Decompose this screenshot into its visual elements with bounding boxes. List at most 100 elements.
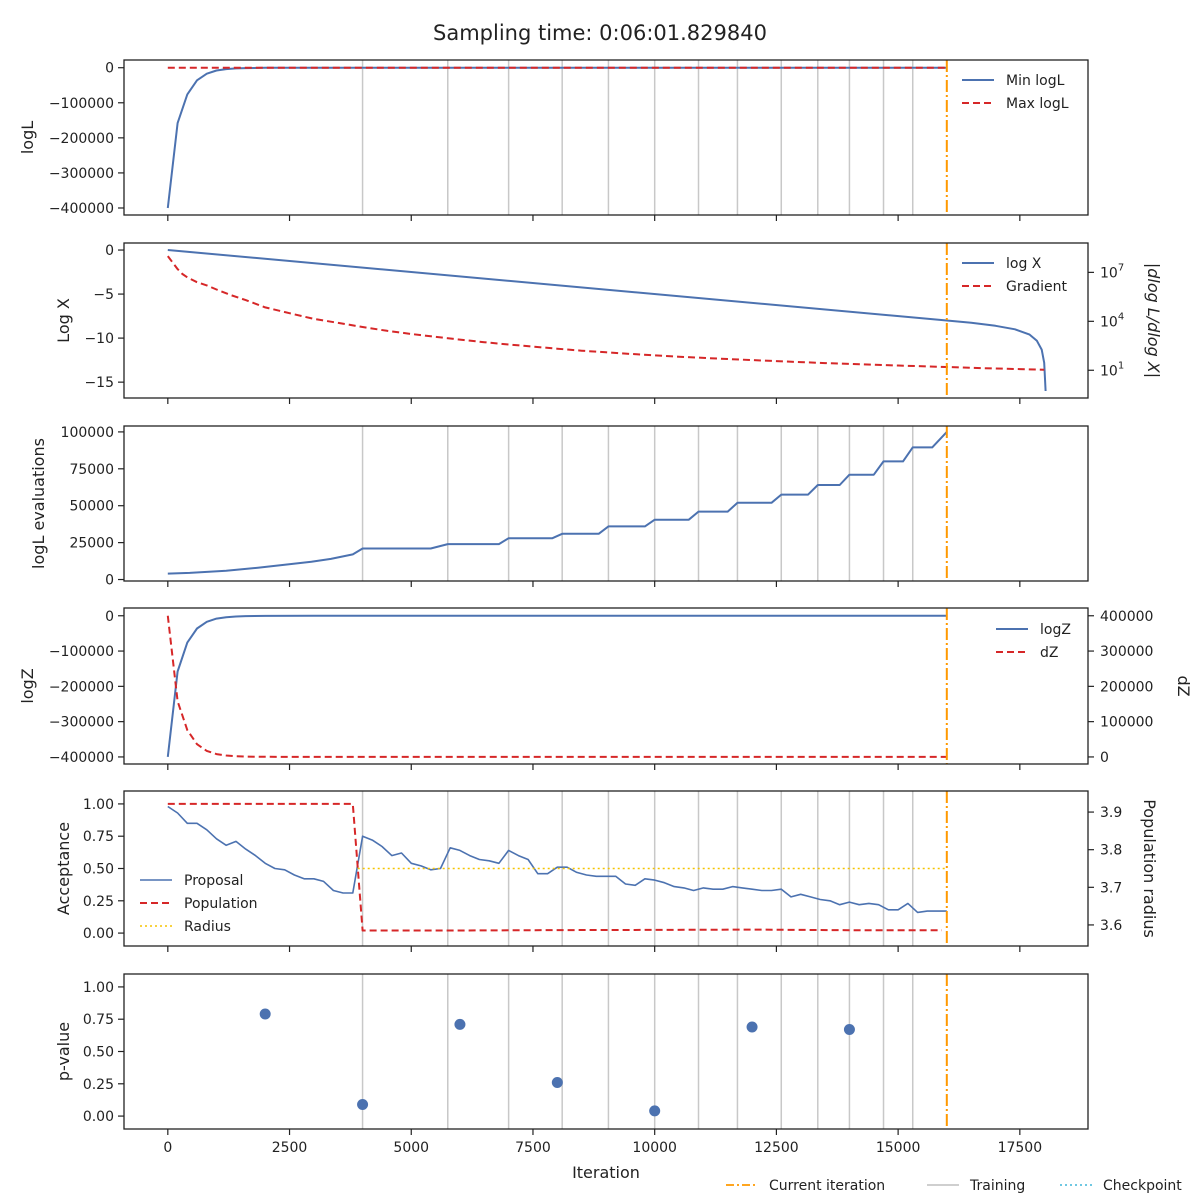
y-right-axis-label: |dlog L/dlog X| (1144, 263, 1163, 378)
panel-1: 0 −100000 −200000 −300000 −400000 logL Min log… (18, 59, 1089, 221)
y-tick-label: 0.25 (83, 1077, 114, 1093)
figure-legend-label: Current iteration (769, 1178, 885, 1194)
y-tick-label: −200000 (49, 131, 114, 147)
x-tick-label: 7500 (515, 1140, 551, 1156)
scatter-point (454, 1018, 466, 1030)
x-tick-label: 12500 (754, 1140, 799, 1156)
panel-6: 0 2500 5000 7500 10000 12500 15000 17500 0.00 0.2… (54, 973, 1089, 1156)
series-line-dz (166, 615, 947, 758)
panel-3: 0 25000 50000 75000 100000 logL evaluations (29, 425, 1089, 589)
panel-frame (123, 973, 1089, 1130)
y-tick-label: −5 (93, 287, 114, 303)
y-tick-label: −300000 (49, 715, 114, 731)
tick-exponent: 1 (1118, 360, 1124, 371)
y-tick-label: 0.75 (83, 829, 114, 845)
y-tick-label: 25000 (69, 536, 114, 552)
y-tick-label: 0 (105, 573, 114, 589)
y-tick-label: −200000 (49, 679, 114, 695)
figure-legend-label: Training (969, 1178, 1025, 1194)
legend-label: Max logL (1006, 96, 1069, 112)
y-right-tick-label: 3.7 (1100, 880, 1122, 896)
scatter-point (259, 1008, 271, 1020)
panel-frame (123, 425, 1089, 582)
legend-label: Gradient (1006, 279, 1067, 295)
y-tick-label: −10 (84, 331, 114, 347)
tick-exponent: 4 (1118, 311, 1124, 322)
scatter-point (843, 1024, 855, 1036)
y-axis-label: logL (18, 121, 37, 154)
legend-label: log X (1006, 256, 1042, 272)
y-axis-label: Acceptance (54, 822, 73, 915)
y-tick-label: 0.00 (83, 1109, 114, 1125)
panel-frame (123, 59, 1089, 216)
series-group (167, 802, 947, 932)
legend-label: Radius (184, 919, 231, 935)
panel-4: 0 −100000 −200000 −300000 −400000 logZ 0 100000… (18, 607, 1193, 770)
x-tick-label: 5000 (393, 1140, 429, 1156)
series-line-proposal (167, 805, 947, 914)
y-tick-label: 0 (105, 609, 114, 625)
y-tick-label: 100000 (61, 425, 114, 441)
x-tick-label: 17500 (998, 1140, 1043, 1156)
y-tick-label: −100000 (49, 96, 114, 112)
legend: Proposal Population Radius (140, 873, 258, 935)
x-tick-label: 15000 (876, 1140, 921, 1156)
y-tick-label: −15 (84, 375, 114, 391)
y-axis-label: p-value (54, 1022, 73, 1081)
legend: log X Gradient (962, 256, 1067, 295)
panel-5: 0.00 0.25 0.50 0.75 1.00 Acceptance 3.6 3.7 3.8 3… (54, 790, 1159, 952)
x-axis-label: Iteration (572, 1163, 640, 1182)
series-group (259, 1008, 855, 1117)
y-right-tick-label: 104 (1100, 311, 1124, 330)
y-tick-label: −100000 (49, 644, 114, 660)
scatter-point (746, 1021, 758, 1033)
series-line-gradient (167, 255, 1045, 371)
series-line-logz (166, 614, 947, 758)
panel-frame (123, 242, 1089, 399)
figure-legend-label: Checkpoint (1103, 1178, 1182, 1194)
tick-exponent: 7 (1118, 262, 1124, 273)
legend-label: Proposal (184, 873, 243, 889)
x-tick-label: 2500 (272, 1140, 308, 1156)
y-tick-label: 0 (105, 243, 114, 259)
tick-base: 10 (1100, 363, 1118, 379)
figure-title: Sampling time: 0:06:01.829840 (433, 21, 767, 45)
series-line-population (167, 802, 942, 932)
scatter-point (551, 1077, 563, 1088)
panel-frame (123, 790, 1089, 947)
y-tick-label: 0.25 (83, 894, 114, 910)
y-right-tick-label: 300000 (1100, 644, 1153, 660)
x-tick-label: 0 (163, 1140, 172, 1156)
series-group (166, 66, 947, 209)
series-group (167, 249, 1047, 392)
y-axis-label: logZ (18, 668, 37, 703)
figure-legend: Current iteration Training Checkpoint (726, 1178, 1182, 1194)
y-right-tick-label: 3.9 (1100, 805, 1122, 821)
y-tick-label: 1.00 (83, 980, 114, 996)
y-tick-label: 0.00 (83, 926, 114, 942)
y-tick-label: 0.50 (83, 1045, 114, 1061)
y-tick-label: −400000 (49, 750, 114, 766)
y-right-tick-label: 3.8 (1100, 843, 1122, 859)
legend-label: logZ (1040, 622, 1071, 638)
y-tick-label: 1.00 (83, 797, 114, 813)
y-tick-label: 50000 (69, 499, 114, 515)
y-right-axis-label: dZ (1174, 675, 1193, 696)
y-axis-label: Log X (54, 298, 73, 343)
y-right-tick-label: 100000 (1100, 715, 1153, 731)
panel-frame (123, 607, 1089, 765)
series-line-log-x (167, 249, 1047, 392)
legend-label: dZ (1040, 645, 1058, 661)
tick-base: 10 (1100, 265, 1118, 281)
y-tick-label: −400000 (49, 201, 114, 217)
y-tick-label: −300000 (49, 166, 114, 182)
y-right-tick-label: 400000 (1100, 609, 1153, 625)
y-right-tick-label: 3.6 (1100, 918, 1122, 934)
x-tick-label: 10000 (632, 1140, 677, 1156)
tick-base: 10 (1100, 314, 1118, 330)
scatter-point (357, 1098, 369, 1110)
y-tick-label: 0.75 (83, 1012, 114, 1028)
y-right-tick-label: 107 (1100, 262, 1124, 281)
